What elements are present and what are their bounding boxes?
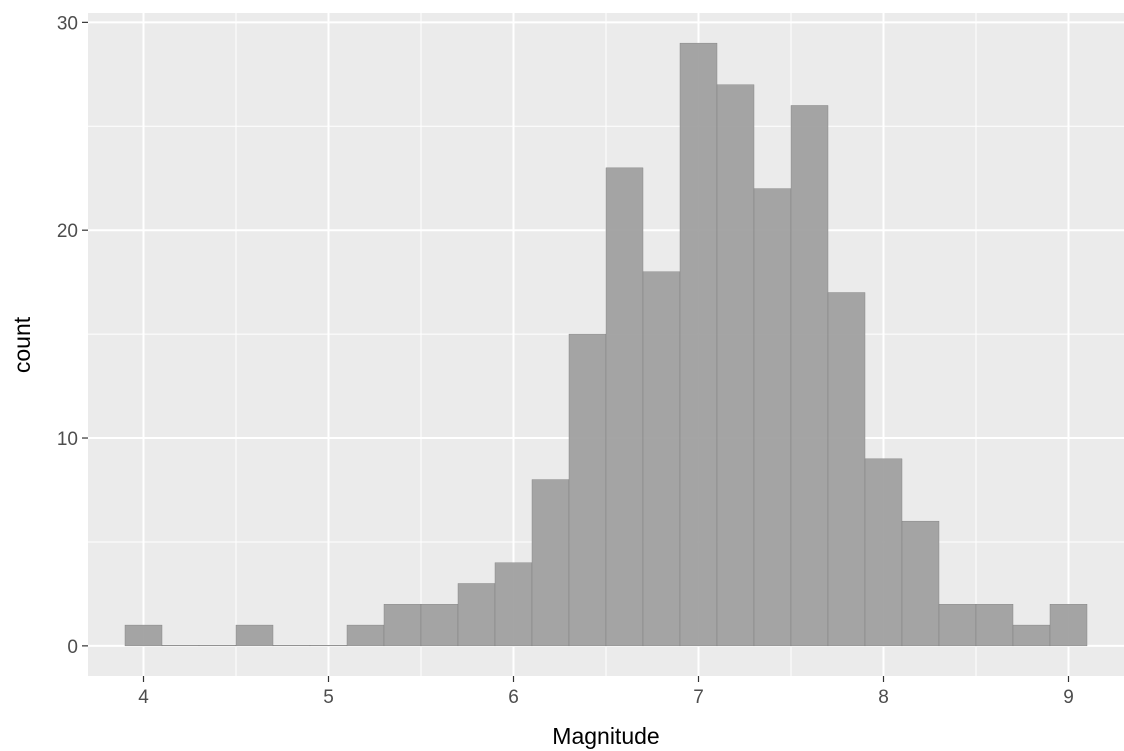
histogram-bar: [753, 188, 792, 647]
histogram-bar: [679, 42, 718, 647]
histogram-bar: [1049, 604, 1088, 647]
histogram-bar: [531, 479, 570, 647]
histogram-bar: [901, 520, 940, 647]
y-tick-label: 20: [57, 221, 78, 242]
x-tick-label: 7: [693, 687, 704, 708]
histogram-bar: [494, 562, 533, 647]
histogram-bar: [161, 645, 200, 647]
bars-group: [124, 42, 1088, 647]
histogram-bar: [790, 105, 829, 647]
histogram-bar: [642, 271, 681, 647]
histogram-bar: [198, 645, 237, 647]
y-axis: 0 10 20 30: [57, 13, 88, 658]
histogram-bar: [124, 624, 163, 647]
histogram-bar: [383, 604, 422, 647]
histogram-bar: [309, 645, 348, 647]
histogram-bar: [605, 167, 644, 647]
histogram-bar: [457, 583, 496, 647]
histogram-bar: [568, 333, 607, 647]
x-axis: 4 5 6 7 8 9: [138, 676, 1074, 708]
histogram-bar: [272, 645, 311, 647]
histogram-bar: [1012, 624, 1051, 647]
histogram-bar: [975, 604, 1014, 647]
x-tick-label: 9: [1063, 687, 1074, 708]
y-tick-label: 10: [57, 429, 78, 450]
histogram-bar: [420, 604, 459, 647]
histogram-bar: [235, 624, 274, 647]
x-tick-label: 4: [138, 687, 149, 708]
histogram-bar: [864, 458, 903, 647]
y-tick-label: 30: [57, 13, 78, 34]
x-axis-title: Magnitude: [552, 723, 659, 749]
histogram-bar: [938, 604, 977, 647]
y-tick-label: 0: [67, 637, 78, 658]
x-tick-label: 6: [508, 687, 519, 708]
histogram-bar: [346, 624, 385, 647]
x-tick-label: 8: [878, 687, 889, 708]
x-tick-label: 5: [323, 687, 334, 708]
histogram-bar: [827, 292, 866, 647]
y-axis-title: count: [9, 316, 35, 373]
histogram-bar: [716, 84, 755, 647]
